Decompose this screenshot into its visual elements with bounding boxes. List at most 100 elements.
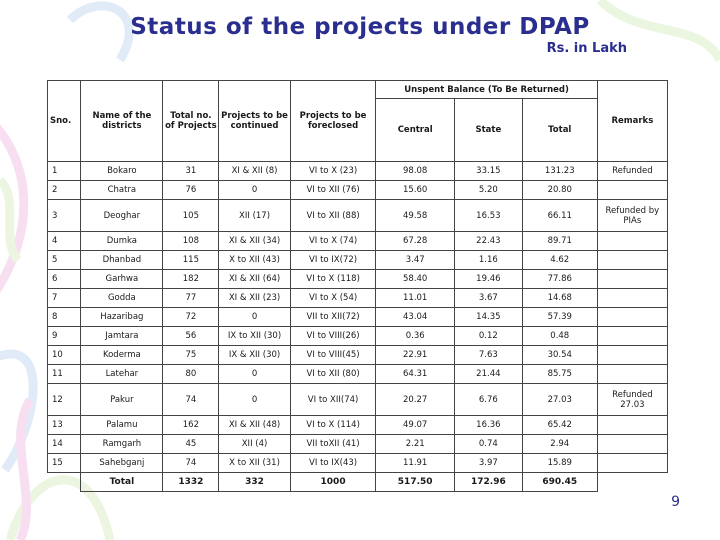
- cell-central: 11.91: [375, 453, 455, 473]
- table-row: 15 Sahebganj 74 X to XII (31) VI to IX(43) 11…: [46, 453, 669, 473]
- cell-sno: 11: [46, 364, 82, 384]
- cell-remarks: [596, 345, 669, 365]
- cell-continued: IX & XII (30): [218, 345, 291, 365]
- cell-continued: X to XII (43): [218, 250, 291, 270]
- cell-state: 16.53: [453, 199, 523, 232]
- cell-continued: 0: [218, 307, 291, 327]
- cell-continued: XI & XII (64): [218, 269, 291, 289]
- cell-total: 27.03: [521, 383, 598, 416]
- header-foreclosed: Projects to be foreclosed: [289, 80, 377, 162]
- cell-continued: XII (17): [218, 199, 291, 232]
- cell-state: 14.35: [453, 307, 523, 327]
- cell-continued: IX to XII (30): [218, 326, 291, 346]
- cell-total: 65.42: [521, 415, 598, 435]
- cell-district: Latehar: [80, 364, 164, 384]
- cell-district: Sahebganj: [80, 453, 164, 473]
- table-row: 14 Ramgarh 45 XII (4) VII toXII (41) 2.21 0.74…: [46, 434, 669, 454]
- cell-central: 43.04: [375, 307, 455, 327]
- cell-total-projects: 77: [162, 288, 220, 308]
- cell-central: 3.47: [375, 250, 455, 270]
- cell-sno: 3: [46, 199, 82, 232]
- cell-district: Koderma: [80, 345, 164, 365]
- cell-sno: 7: [46, 288, 82, 308]
- cell-foreclosed: VII toXII (41): [289, 434, 377, 454]
- cell-foreclosed: VI to IX(72): [289, 250, 377, 270]
- cell-foreclosed: VI to X (114): [289, 415, 377, 435]
- cell-district: Pakur: [80, 383, 164, 416]
- cell-state: 1.16: [453, 250, 523, 270]
- table-row: 3 Deoghar 105 XII (17) VI to XII (88) 49.58 16…: [46, 199, 669, 232]
- cell-sno: 15: [46, 453, 82, 473]
- cell-state: 33.15: [453, 161, 523, 181]
- cell-sno: 9: [46, 326, 82, 346]
- cell-foreclosed: VI to VIII(45): [289, 345, 377, 365]
- cell-total: 4.62: [521, 250, 598, 270]
- cell-sno: 10: [46, 345, 82, 365]
- cell-central: 64.31: [375, 364, 455, 384]
- cell-sno: 4: [46, 231, 82, 251]
- cell-central: 22.91: [375, 345, 455, 365]
- header-total: Total: [521, 98, 598, 162]
- cell-total-projects: 115: [162, 250, 220, 270]
- cell-sno: 6: [46, 269, 82, 289]
- table-row: 6 Garhwa 182 XI & XII (64) VI to X (118) 58.4…: [46, 269, 669, 289]
- cell-total: 89.71: [521, 231, 598, 251]
- cell-total-projects: 105: [162, 199, 220, 232]
- cell-foreclosed: VI to X (74): [289, 231, 377, 251]
- cell-district: Bokaro: [80, 161, 164, 181]
- cell-remarks: [596, 307, 669, 327]
- cell-total-projects: 31: [162, 161, 220, 181]
- cell-total: 2.94: [521, 434, 598, 454]
- cell-district: Jamtara: [80, 326, 164, 346]
- cell-foreclosed: VII to XII(72): [289, 307, 377, 327]
- cell-sno: 5: [46, 250, 82, 270]
- cell-remarks: [596, 250, 669, 270]
- cell-state: 6.76: [453, 383, 523, 416]
- table-row: 5 Dhanbad 115 X to XII (43) VI to IX(72) 3.47…: [46, 250, 669, 270]
- cell-total: 57.39: [521, 307, 598, 327]
- cell-foreclosed: VI to XII (88): [289, 199, 377, 232]
- table-row: 1 Bokaro 31 XI & XII (8) VI to X (23) 98.08 33…: [46, 161, 669, 181]
- header-state: State: [453, 98, 523, 162]
- cell-total-projects: 74: [162, 453, 220, 473]
- cell-district: Dhanbad: [80, 250, 164, 270]
- cell-total-projects: 76: [162, 180, 220, 200]
- cell-continued: XI & XII (48): [218, 415, 291, 435]
- cell-total-projects: 108: [162, 231, 220, 251]
- cell-total-projects: 80: [162, 364, 220, 384]
- table-row: 10 Koderma 75 IX & XII (30) VI to VIII(45) 22…: [46, 345, 669, 365]
- cell-central: 49.58: [375, 199, 455, 232]
- cell-foreclosed: VI to XII(74): [289, 383, 377, 416]
- cell-remarks: Refunded: [596, 161, 669, 181]
- totals-sum: 690.45: [521, 472, 598, 492]
- cell-total: 77.86: [521, 269, 598, 289]
- cell-total-projects: 74: [162, 383, 220, 416]
- cell-state: 3.97: [453, 453, 523, 473]
- cell-state: 19.46: [453, 269, 523, 289]
- totals-total: 1332: [162, 472, 220, 492]
- cell-foreclosed: VI to IX(43): [289, 453, 377, 473]
- cell-central: 11.01: [375, 288, 455, 308]
- cell-foreclosed: VI to XII (76): [289, 180, 377, 200]
- cell-total: 20.80: [521, 180, 598, 200]
- cell-central: 20.27: [375, 383, 455, 416]
- table-row: 12 Pakur 74 0 VI to XII(74) 20.27 6.76 27.03 Ref…: [46, 383, 669, 416]
- cell-remarks: [596, 434, 669, 454]
- cell-continued: 0: [218, 364, 291, 384]
- cell-continued: 0: [218, 180, 291, 200]
- cell-continued: XI & XII (34): [218, 231, 291, 251]
- cell-continued: 0: [218, 383, 291, 416]
- cell-central: 98.08: [375, 161, 455, 181]
- page-number: 9: [671, 494, 680, 510]
- header-district: Name of the districts: [80, 80, 164, 162]
- header-central: Central: [375, 98, 455, 162]
- cell-total-projects: 75: [162, 345, 220, 365]
- page-title: Status of the projects under DPAP: [130, 14, 590, 40]
- cell-foreclosed: VI to VIII(26): [289, 326, 377, 346]
- cell-total: 15.89: [521, 453, 598, 473]
- projects-table: Sno. Name of the districts Total no. of …: [46, 80, 669, 492]
- cell-total: 66.11: [521, 199, 598, 232]
- table-row: 13 Palamu 162 XI & XII (48) VI to X (114) 49.…: [46, 415, 669, 435]
- cell-central: 49.07: [375, 415, 455, 435]
